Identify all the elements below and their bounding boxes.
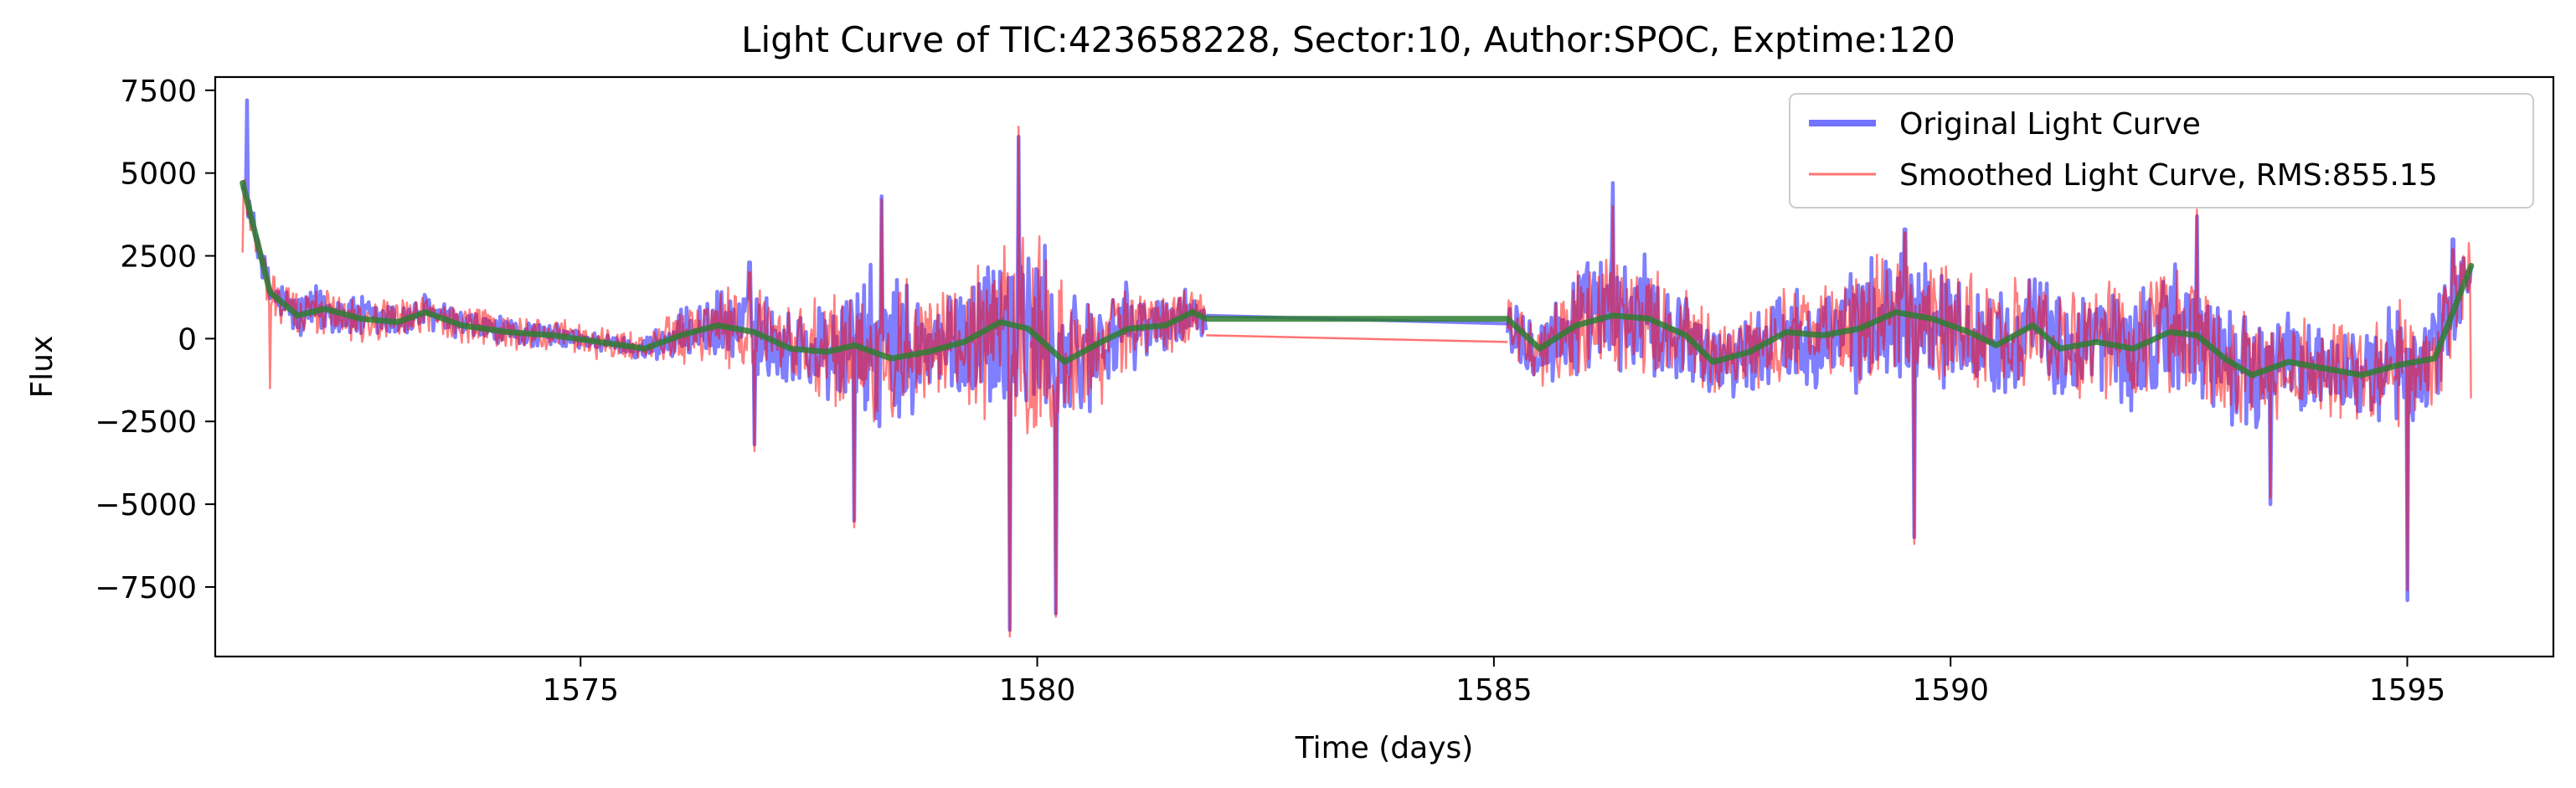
y-tick-label: −2500	[95, 405, 197, 440]
y-axis: −7500 −5000 −2500 0 2500 5000 7500	[95, 75, 215, 605]
y-tick-label: −7500	[95, 571, 197, 605]
y-axis-label: Flux	[25, 336, 59, 399]
x-tick-label: 1575	[542, 673, 619, 708]
y-tick-label: 0	[178, 322, 197, 357]
x-tick-label: 1590	[1912, 673, 1989, 708]
y-tick-label: 7500	[120, 75, 197, 109]
x-tick-label: 1580	[999, 673, 1076, 708]
series-trend-line	[240, 180, 2475, 379]
y-tick-label: 2500	[120, 240, 197, 275]
x-axis: 1575 1580 1585 1590 1595	[542, 657, 2445, 708]
y-tick-label: −5000	[95, 488, 197, 523]
legend-box	[1789, 93, 2534, 209]
legend-label-original: Original Light Curve	[1899, 107, 2201, 142]
legend-label-smoothed: Smoothed Light Curve, RMS:855.15	[1899, 158, 2438, 193]
legend: Original Light Curve Smoothed Light Curv…	[1789, 93, 2534, 209]
x-tick-label: 1585	[1455, 673, 1533, 708]
plot-frame	[214, 75, 2555, 658]
x-tick-label: 1595	[2369, 673, 2446, 708]
series-layer	[240, 98, 2475, 638]
y-tick-label: 5000	[120, 157, 197, 192]
x-axis-label: Time (days)	[1295, 731, 1474, 765]
chart-title: Light Curve of TIC:423658228, Sector:10,…	[741, 19, 1955, 60]
smoothed-gap-line	[1206, 334, 1508, 343]
